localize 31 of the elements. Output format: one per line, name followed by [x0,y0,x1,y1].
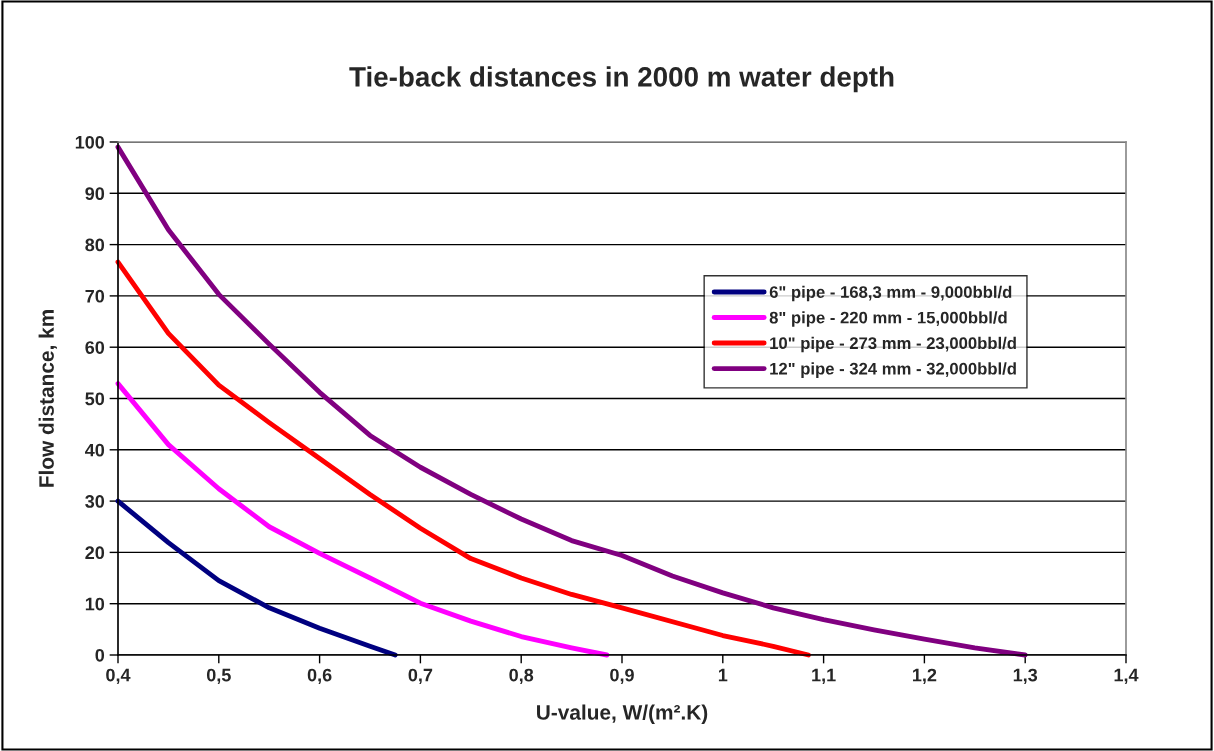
legend-label: 6" pipe - 168,3 mm - 9,000bbl/d [769,285,1012,302]
x-axis-title: U-value, W/(m².K) [537,704,708,724]
x-tick-label: 1,4 [1114,668,1139,685]
y-tick-label: 20 [85,546,105,560]
y-tick-label: 50 [85,392,105,406]
legend-label: 8" pipe - 220 mm - 15,000bbl/d [769,311,1007,327]
y-tick-label: 80 [85,238,105,252]
y-tick-label: 30 [85,495,105,508]
y-tick-label: 0 [95,648,105,662]
y-tick-label: 70 [85,289,105,303]
x-tick-label: 0,6 [307,668,332,685]
y-tick-label: 40 [85,443,105,457]
legend-label: 10" pipe - 273 mm - 23,000bbl/d [770,336,1016,353]
y-tick-label: 100 [75,135,105,149]
chart-title: Tie-back distances in 2000 m water depth [349,66,894,93]
x-tick-label: 0,5 [206,668,231,685]
x-tick-label: 0,4 [106,668,131,685]
line-series [115,498,398,658]
line-series [115,381,610,658]
x-tick-label: 1,2 [912,668,937,685]
x-tick-label: 0,7 [408,668,433,685]
y-tick-label: 60 [85,341,105,354]
x-tick-label: 0,9 [610,668,634,685]
x-tick-label: 1,3 [1013,668,1038,685]
legend-label: 12" pipe - 324 mm - 32,000bbl/d [770,362,1016,378]
y-tick-label: 10 [85,597,105,611]
y-tick-label: 90 [85,187,105,201]
x-tick-label: 1 [718,668,728,682]
x-tick-label: 0,8 [509,668,534,685]
x-tick-label: 1,1 [812,668,836,685]
y-axis-title: Flow distance, km [38,310,57,487]
